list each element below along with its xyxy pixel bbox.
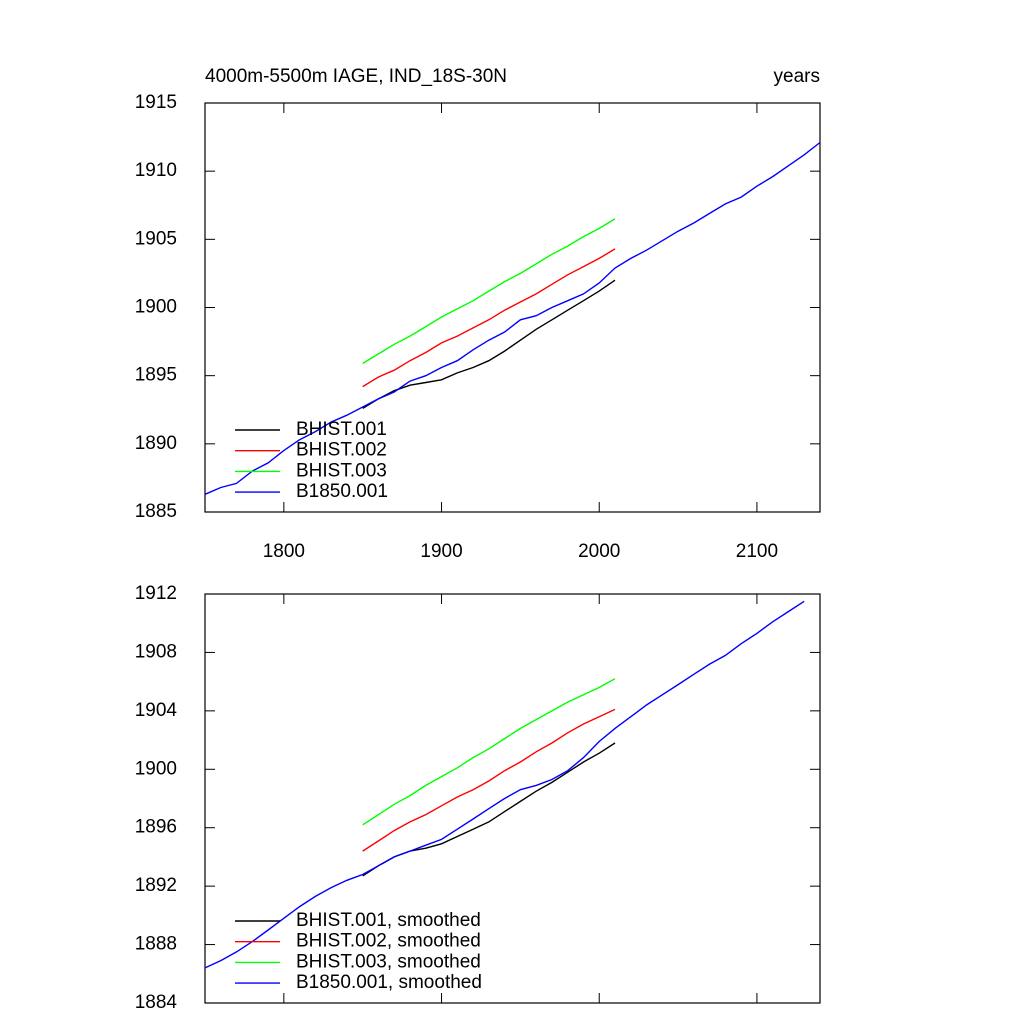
y-tick-label: 1915: [135, 92, 177, 113]
y-tick-label: 1904: [135, 700, 178, 721]
y-tick-label: 1900: [135, 758, 177, 779]
y-tick-label: 1910: [135, 160, 177, 181]
series-line: [362, 279, 616, 409]
series-line: [204, 141, 821, 495]
chart-subtitle: years: [774, 66, 820, 87]
x-tick-label: 2000: [578, 541, 620, 562]
series-line: [362, 248, 616, 388]
legend-label: BHIST.002: [296, 440, 387, 461]
series-line: [362, 218, 616, 364]
series-line: [362, 678, 616, 826]
y-tick-label: 1892: [135, 875, 177, 896]
legend-label: BHIST.003, smoothed: [296, 951, 481, 972]
legend-label: BHIST.001, smoothed: [296, 910, 481, 931]
y-tick-label: 1905: [135, 228, 177, 249]
y-tick-label: 1900: [135, 297, 177, 318]
plot-frame: [204, 593, 821, 1004]
y-tick-label: 1885: [135, 501, 177, 522]
y-tick-label: 1912: [135, 583, 177, 604]
y-tick-label: 1896: [135, 817, 177, 838]
legend-label: BHIST.003: [296, 460, 387, 481]
x-tick-label: 1800: [263, 541, 305, 562]
legend-label: BHIST.002, smoothed: [296, 931, 481, 952]
y-tick-label: 1908: [135, 641, 177, 662]
y-tick-label: 1895: [135, 365, 177, 386]
chart-title: 4000m-5500m IAGE, IND_18S-30N: [205, 66, 507, 87]
legend-label: B1850.001: [296, 481, 388, 502]
y-tick-label: 1884: [135, 992, 178, 1013]
y-tick-label: 1888: [135, 934, 177, 955]
legend-label: BHIST.001: [296, 419, 387, 440]
series-line: [362, 708, 616, 852]
x-tick-label: 1900: [420, 541, 462, 562]
x-tick-label: 2100: [736, 541, 778, 562]
legend-label: B1850.001, smoothed: [296, 972, 482, 993]
series-line: [204, 600, 805, 969]
y-tick-label: 1890: [135, 433, 177, 454]
